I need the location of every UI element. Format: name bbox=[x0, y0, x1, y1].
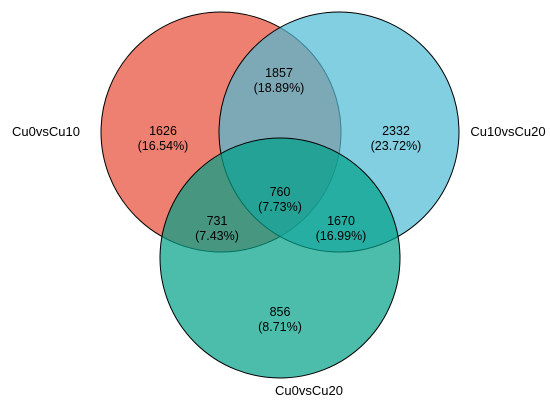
region-ac-percent: (7.43%) bbox=[195, 229, 239, 243]
region-a-only-percent: (16.54%) bbox=[138, 139, 189, 153]
region-abc-count: 760 bbox=[270, 185, 291, 199]
set-label-cu0vscu10: Cu0vsCu10 bbox=[12, 124, 80, 139]
region-bc-percent: (16.99%) bbox=[316, 229, 367, 243]
region-b-only-count: 2332 bbox=[382, 124, 410, 138]
region-ab-percent: (18.89%) bbox=[254, 81, 305, 95]
region-c-only-count: 856 bbox=[270, 305, 291, 319]
region-ac-count: 731 bbox=[207, 214, 228, 228]
set-label-cu0vscu20: Cu0vsCu20 bbox=[275, 383, 343, 398]
region-ab-count: 1857 bbox=[265, 66, 293, 80]
region-a-only-count: 1626 bbox=[149, 124, 177, 138]
region-b-only-percent: (23.72%) bbox=[371, 139, 422, 153]
region-bc-count: 1670 bbox=[327, 214, 355, 228]
set-circle-cu0vscu20 bbox=[159, 137, 401, 379]
region-c-only-percent: (8.71%) bbox=[258, 320, 302, 334]
set-label-cu10vscu20: Cu10vsCu20 bbox=[470, 124, 545, 139]
region-abc-percent: (7.73%) bbox=[258, 200, 302, 214]
